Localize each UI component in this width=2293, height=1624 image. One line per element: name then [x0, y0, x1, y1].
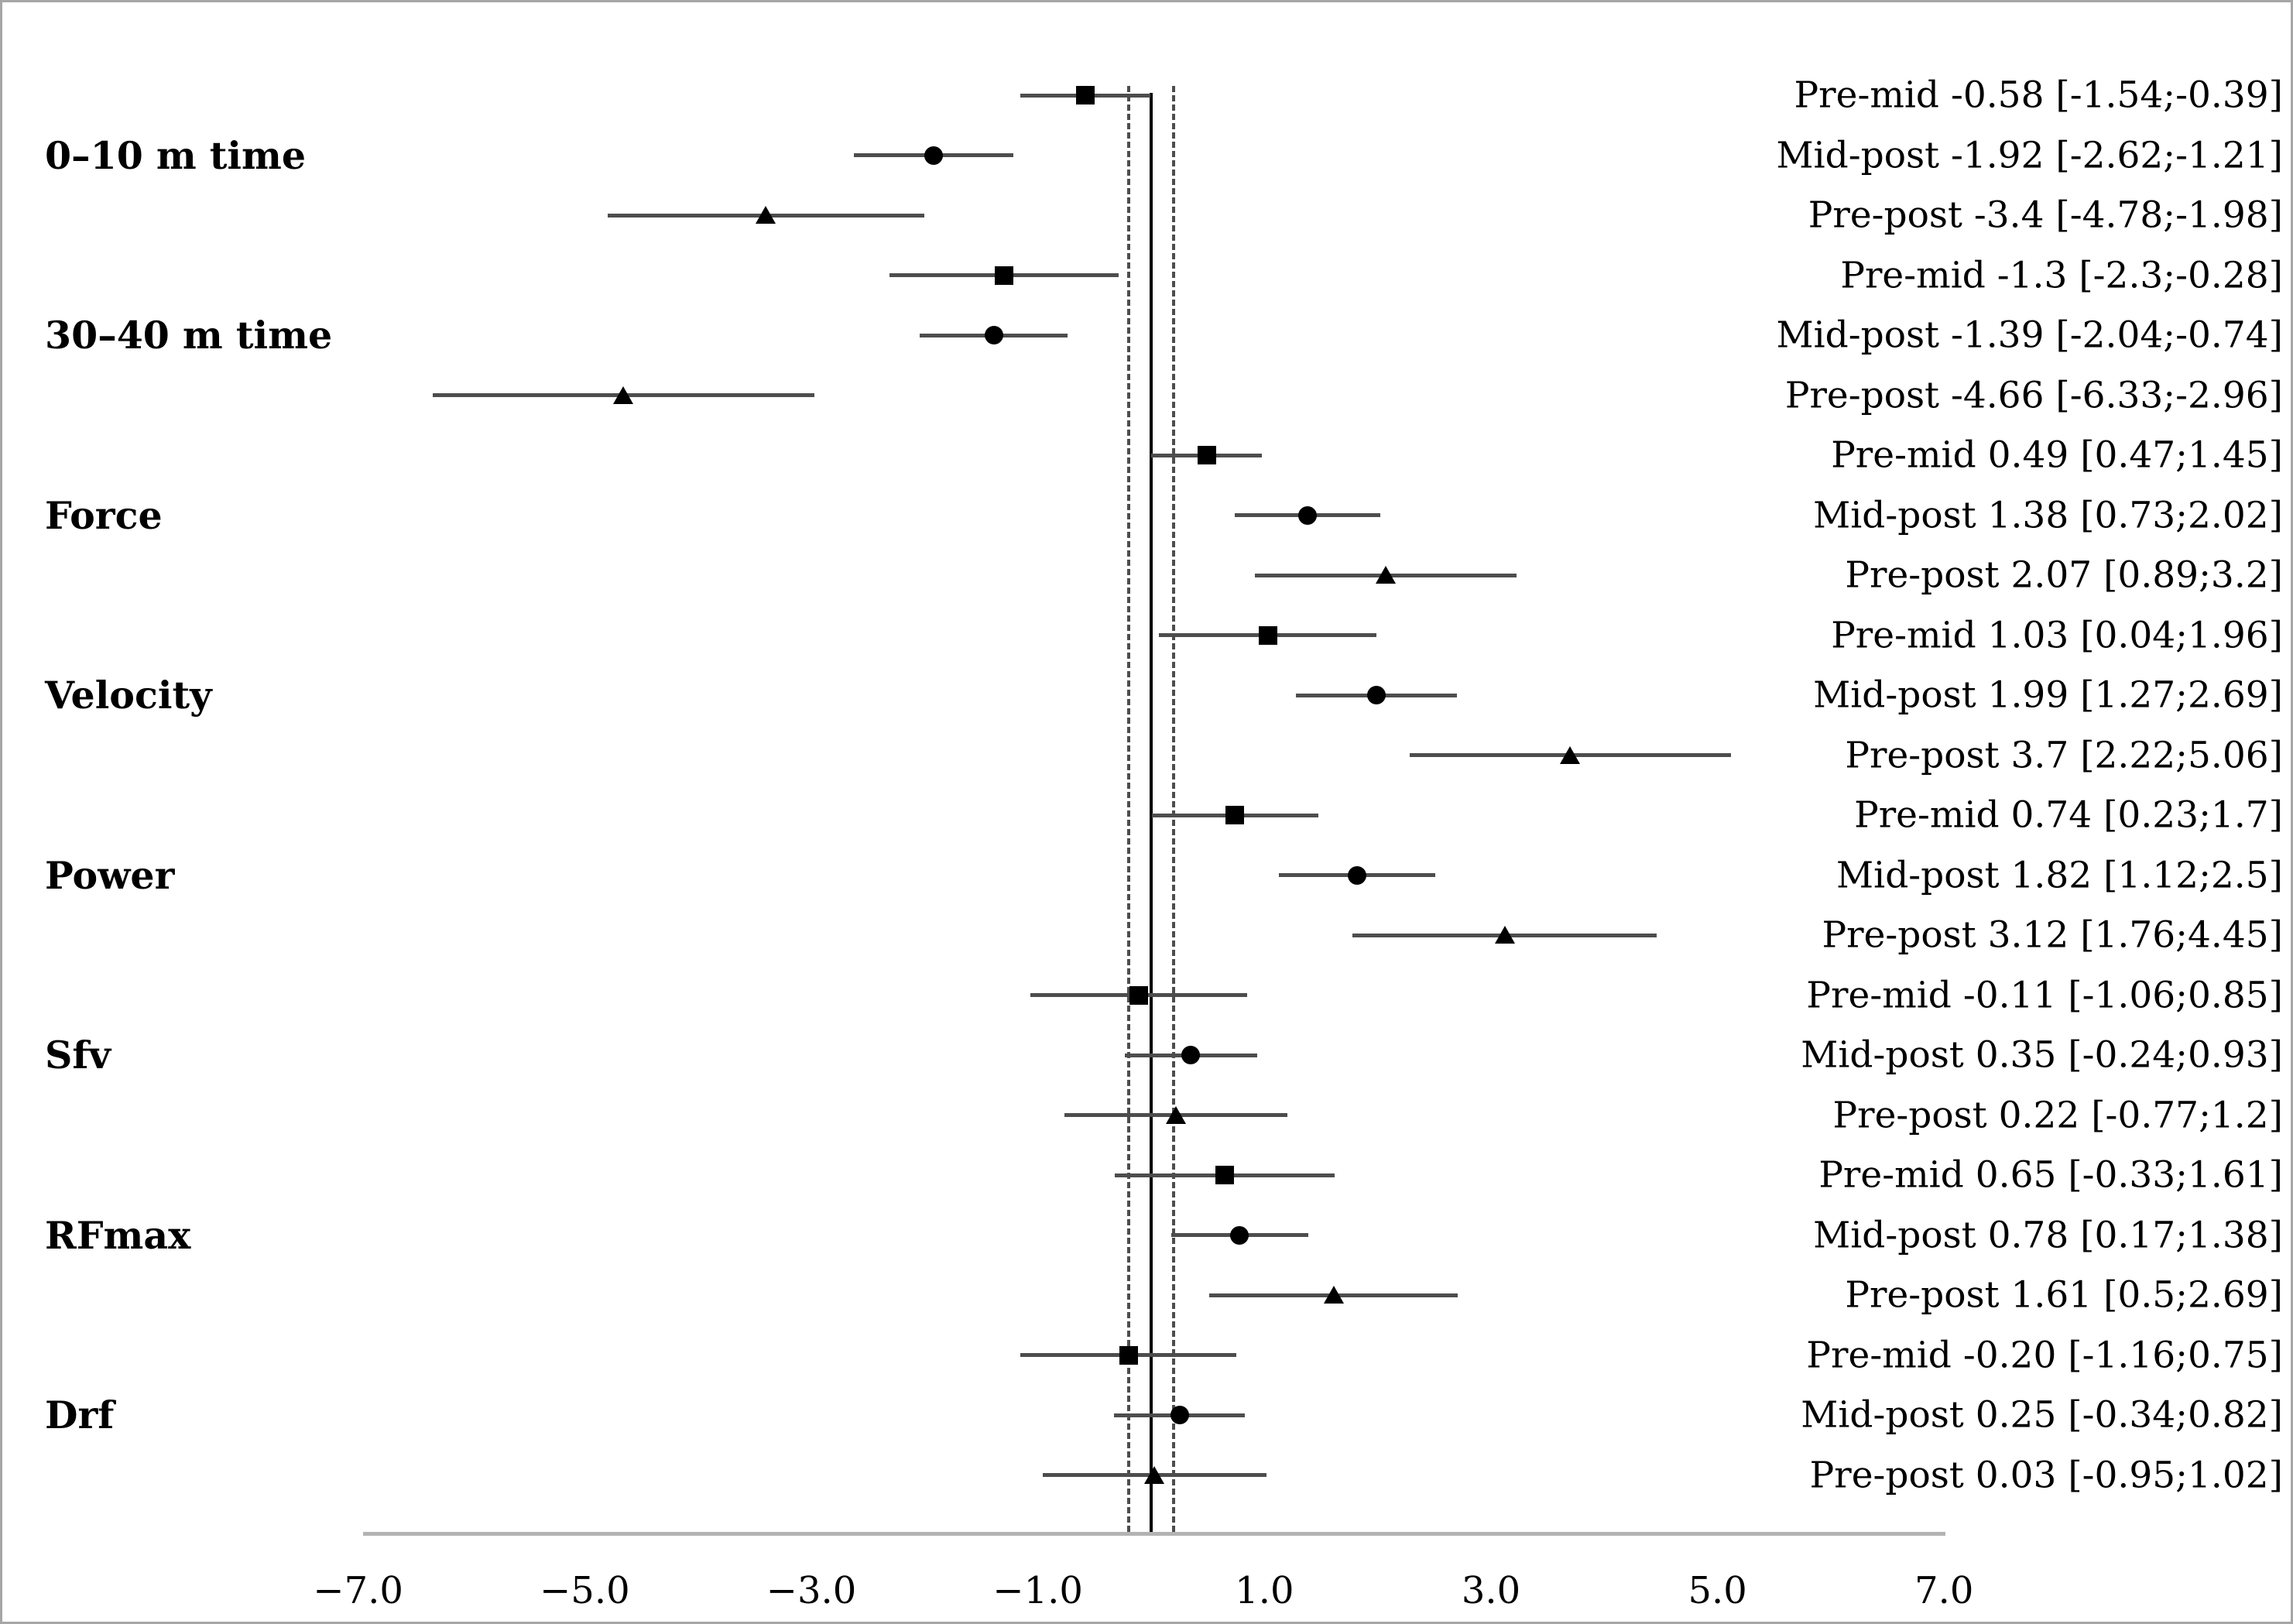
- marker-triangle-icon: [1323, 1286, 1344, 1304]
- row-estimate-label: Pre-mid -1.3 [-2.3;-0.28]: [1840, 254, 2283, 296]
- marker-triangle-icon: [1144, 1465, 1165, 1484]
- row-estimate-label: Pre-post 3.7 [2.22;5.06]: [1845, 734, 2283, 776]
- group-label: Force: [45, 492, 163, 538]
- group-label: Sfv: [45, 1033, 111, 1078]
- row-estimate-label: Pre-post 2.07 [0.89;3.2]: [1845, 553, 2283, 597]
- marker-circle-icon: [1297, 505, 1317, 525]
- row-estimate-label: Pre-post 0.22 [-0.77;1.2]: [1832, 1094, 2284, 1136]
- marker-square-icon: [1225, 806, 1245, 824]
- x-tick-label: −3.0: [766, 1569, 857, 1612]
- zero-reference-line: [1150, 93, 1153, 1532]
- dashed-reference-line: [1126, 86, 1130, 1532]
- row-estimate-label: Mid-post 1.99 [1.27;2.69]: [1813, 673, 2283, 717]
- marker-circle-icon: [1348, 865, 1367, 885]
- row-estimate-label: Mid-post -1.92 [-2.62;-1.21]: [1776, 134, 2284, 176]
- x-tick-label: 7.0: [1914, 1569, 1974, 1612]
- marker-circle-icon: [984, 326, 1003, 344]
- row-estimate-label: Pre-mid 0.74 [0.23;1.7]: [1854, 793, 2283, 837]
- row-estimate-label: Pre-mid -0.20 [-1.16;0.75]: [1806, 1334, 2283, 1376]
- row-estimate-label: Mid-post 0.35 [-0.24;0.93]: [1801, 1033, 2283, 1077]
- group-label: Power: [45, 852, 175, 898]
- marker-circle-icon: [924, 146, 944, 165]
- group-label: 0–10 m time: [45, 132, 307, 178]
- x-tick-label: 3.0: [1461, 1569, 1521, 1612]
- row-estimate-label: Pre-mid 0.49 [0.47;1.45]: [1831, 433, 2283, 477]
- row-estimate-label: Pre-mid -0.11 [-1.06;0.85]: [1806, 974, 2283, 1016]
- marker-triangle-icon: [1494, 926, 1515, 944]
- row-estimate-label: Mid-post 1.82 [1.12;2.5]: [1836, 854, 2283, 896]
- x-tick-label: −5.0: [540, 1569, 630, 1612]
- row-estimate-label: Mid-post 1.38 [0.73;2.02]: [1813, 494, 2283, 536]
- group-label: Drf: [45, 1393, 115, 1437]
- row-estimate-label: Pre-post -3.4 [-4.78;-1.98]: [1808, 194, 2283, 237]
- marker-circle-icon: [1170, 1406, 1189, 1424]
- row-estimate-label: Pre-post -4.66 [-6.33;-2.96]: [1784, 374, 2283, 416]
- marker-square-icon: [1197, 446, 1216, 464]
- row-estimate-label: Pre-mid -0.58 [-1.54;-0.39]: [1794, 74, 2283, 117]
- row-estimate-label: Pre-mid 1.03 [0.04;1.96]: [1831, 614, 2283, 656]
- marker-circle-icon: [1181, 1046, 1201, 1064]
- row-estimate-label: Pre-post 3.12 [1.76;4.45]: [1822, 913, 2283, 957]
- x-tick-label: 1.0: [1235, 1569, 1294, 1612]
- group-label: RFmax: [45, 1212, 191, 1258]
- marker-square-icon: [1119, 1345, 1138, 1365]
- row-estimate-label: Mid-post -1.39 [-2.04;-0.74]: [1776, 313, 2284, 357]
- group-label: 30–40 m time: [45, 313, 333, 358]
- marker-square-icon: [1129, 985, 1148, 1005]
- marker-triangle-icon: [613, 385, 634, 404]
- marker-triangle-icon: [1560, 745, 1581, 764]
- marker-triangle-icon: [756, 206, 776, 224]
- marker-circle-icon: [1367, 686, 1386, 704]
- marker-square-icon: [1258, 625, 1277, 645]
- marker-circle-icon: [1230, 1225, 1249, 1245]
- row-estimate-label: Mid-post 0.25 [-0.34;0.82]: [1801, 1393, 2283, 1437]
- dashed-reference-line: [1172, 86, 1176, 1532]
- marker-square-icon: [1076, 86, 1095, 104]
- row-estimate-label: Pre-post 0.03 [-0.95;1.02]: [1809, 1454, 2283, 1496]
- x-axis-line: [363, 1532, 1945, 1536]
- row-estimate-label: Pre-post 1.61 [0.5;2.69]: [1845, 1273, 2283, 1317]
- x-tick-label: −1.0: [992, 1569, 1083, 1612]
- marker-triangle-icon: [1375, 566, 1396, 584]
- row-estimate-label: Mid-post 0.78 [0.17;1.38]: [1813, 1214, 2283, 1256]
- x-tick-label: −7.0: [313, 1569, 403, 1612]
- marker-triangle-icon: [1166, 1105, 1187, 1124]
- x-tick-label: 5.0: [1688, 1569, 1747, 1612]
- marker-square-icon: [994, 266, 1013, 285]
- row-estimate-label: Pre-mid 0.65 [-0.33;1.61]: [1818, 1153, 2283, 1197]
- group-label: Velocity: [45, 673, 212, 718]
- marker-square-icon: [1215, 1166, 1235, 1184]
